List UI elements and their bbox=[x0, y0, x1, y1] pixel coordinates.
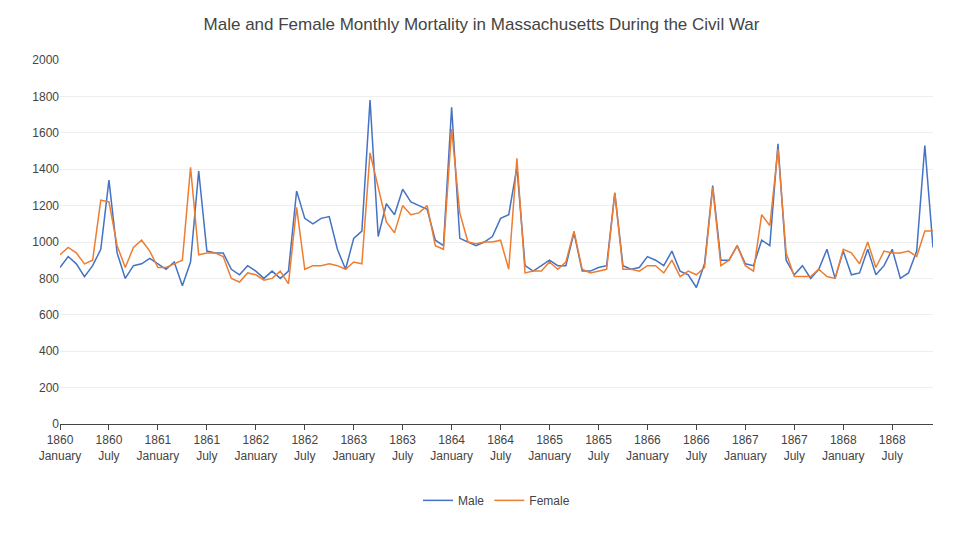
svg-text:600: 600 bbox=[39, 308, 59, 322]
svg-text:1868July: 1868July bbox=[879, 433, 906, 463]
svg-text:1860January: 1860January bbox=[39, 433, 82, 463]
svg-text:200: 200 bbox=[39, 381, 59, 395]
svg-text:1866January: 1866January bbox=[626, 433, 669, 463]
svg-text:1000: 1000 bbox=[32, 235, 59, 249]
svg-text:1800: 1800 bbox=[32, 90, 59, 104]
svg-text:Female: Female bbox=[529, 494, 569, 508]
svg-text:400: 400 bbox=[39, 344, 59, 358]
svg-text:1861July: 1861July bbox=[194, 433, 221, 463]
svg-text:1862January: 1862January bbox=[234, 433, 277, 463]
svg-text:1867July: 1867July bbox=[781, 433, 808, 463]
svg-text:1862July: 1862July bbox=[291, 433, 318, 463]
svg-text:1864July: 1864July bbox=[487, 433, 514, 463]
svg-text:1867January: 1867January bbox=[724, 433, 767, 463]
svg-text:1863July: 1863July bbox=[389, 433, 416, 463]
svg-text:1864January: 1864January bbox=[430, 433, 473, 463]
svg-text:1400: 1400 bbox=[32, 162, 59, 176]
svg-text:Male: Male bbox=[458, 494, 484, 508]
svg-text:1863January: 1863January bbox=[332, 433, 375, 463]
svg-text:1860July: 1860July bbox=[96, 433, 123, 463]
svg-text:1200: 1200 bbox=[32, 199, 59, 213]
svg-text:Male and Female Monthly Mortal: Male and Female Monthly Mortality in Mas… bbox=[204, 15, 760, 34]
svg-text:1865January: 1865January bbox=[528, 433, 571, 463]
svg-text:1861January: 1861January bbox=[137, 433, 180, 463]
svg-text:2000: 2000 bbox=[32, 53, 59, 67]
svg-text:1865July: 1865July bbox=[585, 433, 612, 463]
svg-text:1600: 1600 bbox=[32, 126, 59, 140]
svg-text:1868January: 1868January bbox=[822, 433, 865, 463]
svg-text:0: 0 bbox=[52, 417, 59, 431]
svg-text:1866July: 1866July bbox=[683, 433, 710, 463]
svg-text:800: 800 bbox=[39, 272, 59, 286]
